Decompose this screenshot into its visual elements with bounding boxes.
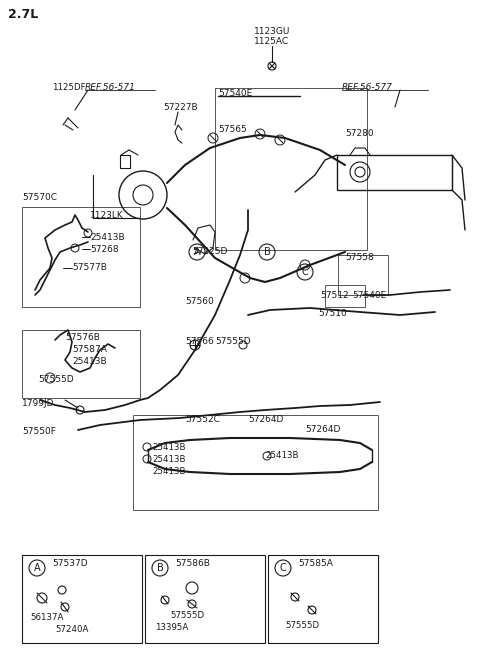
Text: 56137A: 56137A — [30, 614, 63, 622]
Text: A: A — [194, 247, 200, 257]
Text: 1799JD: 1799JD — [22, 400, 55, 409]
Bar — [337, 155, 452, 190]
Text: 57264D: 57264D — [248, 415, 283, 424]
Text: 57577B: 57577B — [72, 263, 107, 272]
Text: 57555D: 57555D — [285, 620, 319, 629]
Text: 57560: 57560 — [185, 297, 214, 307]
Text: 25413B: 25413B — [90, 233, 125, 242]
Text: 57555D: 57555D — [170, 612, 204, 620]
Text: 1125DF: 1125DF — [52, 83, 85, 92]
Bar — [215, 88, 367, 250]
Bar — [338, 255, 388, 295]
Bar — [22, 555, 142, 643]
Text: 57586B: 57586B — [175, 559, 210, 567]
Text: 57540E: 57540E — [352, 291, 386, 299]
Bar — [268, 555, 378, 643]
Text: 57552C: 57552C — [185, 415, 220, 424]
Text: C: C — [301, 267, 308, 277]
Text: 57555D: 57555D — [38, 375, 73, 384]
Text: 13395A: 13395A — [155, 624, 188, 633]
Text: 57576B: 57576B — [65, 333, 100, 341]
Bar — [145, 555, 265, 643]
Text: 57587A: 57587A — [72, 345, 107, 354]
Text: 57566: 57566 — [185, 337, 214, 346]
Text: 25413B: 25413B — [152, 443, 185, 453]
Text: B: B — [264, 247, 270, 257]
Text: 2.7L: 2.7L — [8, 7, 38, 20]
Text: 57225D: 57225D — [192, 248, 228, 257]
Text: C: C — [280, 563, 287, 573]
Text: 25413B: 25413B — [152, 455, 185, 464]
Text: 57558: 57558 — [345, 253, 374, 263]
Text: 57512: 57512 — [320, 291, 348, 299]
Bar — [325, 285, 365, 307]
Text: 57510: 57510 — [318, 309, 347, 318]
Text: B: B — [156, 563, 163, 573]
Text: 57227B: 57227B — [163, 103, 198, 113]
Text: 25413B: 25413B — [72, 358, 107, 367]
Text: 1123GU: 1123GU — [254, 28, 290, 37]
Bar — [22, 330, 140, 398]
Text: 57565: 57565 — [218, 126, 247, 134]
Text: 57555D: 57555D — [215, 337, 251, 346]
Text: 1123LK: 1123LK — [90, 210, 124, 219]
Text: 57537D: 57537D — [52, 559, 88, 567]
Text: 57570C: 57570C — [22, 193, 57, 202]
Text: 57550F: 57550F — [22, 428, 56, 436]
Text: 25413B: 25413B — [152, 466, 185, 476]
Text: 1125AC: 1125AC — [254, 37, 289, 47]
Bar — [133, 415, 378, 510]
Text: 57264D: 57264D — [305, 426, 340, 434]
Text: 57268: 57268 — [90, 244, 119, 253]
Bar — [22, 207, 140, 307]
Text: A: A — [34, 563, 40, 573]
Text: REF.56-577: REF.56-577 — [342, 83, 393, 92]
Text: 57585A: 57585A — [298, 559, 333, 567]
Text: 57280: 57280 — [345, 128, 373, 138]
Text: 25413B: 25413B — [265, 451, 299, 460]
Text: 57240A: 57240A — [55, 626, 88, 635]
Text: 57540E: 57540E — [218, 88, 252, 98]
Text: REF.56-571: REF.56-571 — [85, 83, 136, 92]
